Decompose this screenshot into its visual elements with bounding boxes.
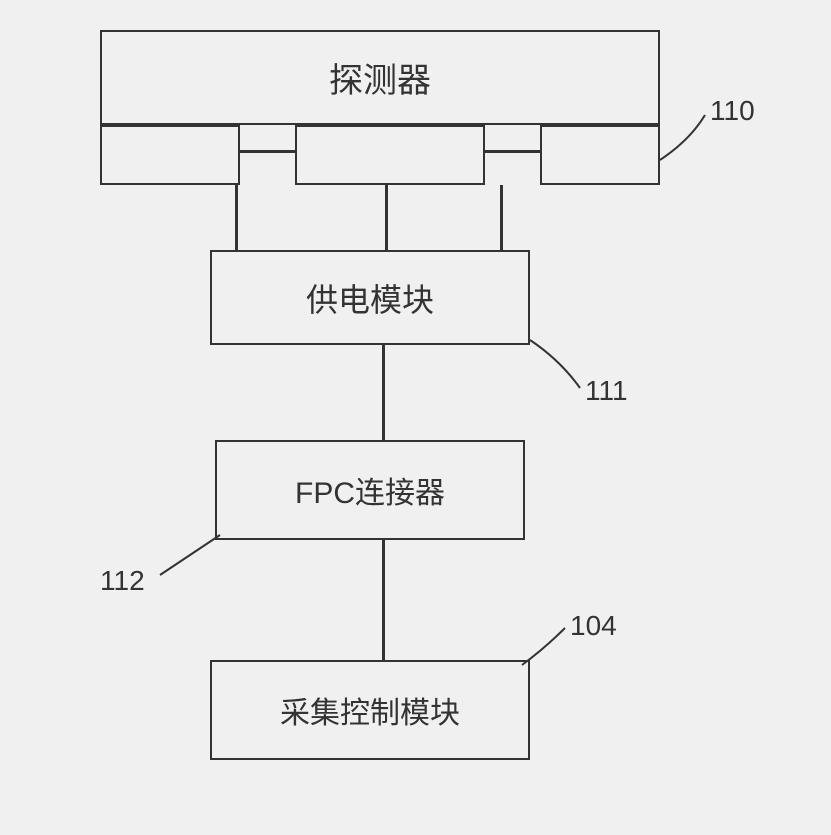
leader-104 [0,0,831,835]
ref-label-104: 104 [570,610,617,642]
